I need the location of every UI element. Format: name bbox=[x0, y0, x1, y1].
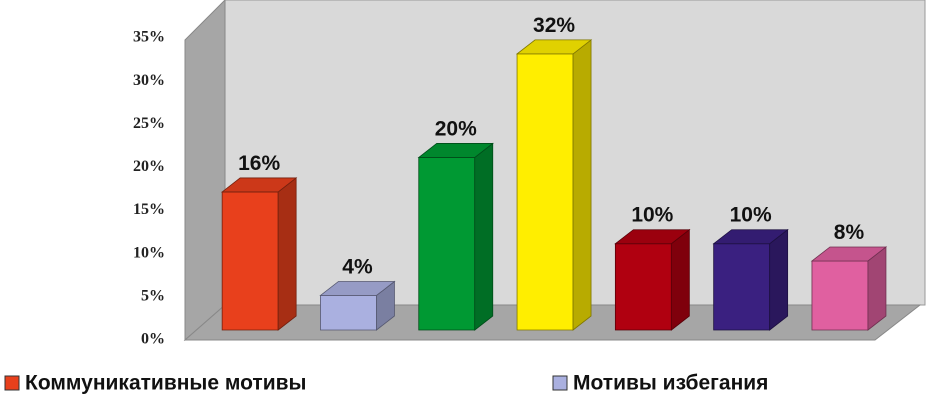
bar bbox=[614, 228, 691, 331]
bar-side bbox=[769, 228, 789, 331]
bar bbox=[810, 246, 888, 331]
bar-front bbox=[614, 243, 672, 331]
bar-side bbox=[670, 228, 690, 331]
bar-top bbox=[515, 39, 593, 55]
legend-label: Коммуникативные мотивы bbox=[25, 372, 306, 395]
bar bbox=[220, 177, 298, 331]
value-label: 16% bbox=[238, 152, 280, 175]
value-label: 20% bbox=[435, 117, 477, 140]
value-label: 4% bbox=[342, 255, 373, 278]
bar-front bbox=[713, 243, 771, 331]
bar bbox=[515, 39, 593, 331]
legend-label: Мотивы избегания bbox=[573, 372, 768, 395]
bar-front bbox=[811, 260, 869, 331]
y-tick-label: 35% bbox=[133, 29, 165, 46]
bar-front bbox=[221, 191, 279, 331]
bar bbox=[712, 228, 789, 331]
y-tick-label: 5% bbox=[141, 288, 165, 305]
bar-top bbox=[220, 177, 298, 193]
value-label: 8% bbox=[834, 221, 865, 244]
bar-top bbox=[614, 229, 691, 245]
legend-swatch bbox=[4, 375, 20, 391]
y-tick-label: 25% bbox=[133, 115, 165, 132]
y-tick-label: 20% bbox=[133, 158, 165, 175]
bar-side bbox=[277, 177, 297, 331]
value-label: 32% bbox=[533, 14, 575, 37]
value-label: 10% bbox=[631, 204, 673, 227]
bar-top bbox=[810, 246, 888, 262]
bar-side bbox=[572, 39, 592, 331]
bar-side bbox=[474, 142, 494, 331]
y-tick-label: 10% bbox=[133, 244, 165, 261]
legend-swatch bbox=[552, 375, 568, 391]
bar-front bbox=[320, 295, 377, 331]
y-tick-label: 0% bbox=[141, 331, 165, 348]
bar bbox=[319, 280, 396, 331]
bar-side bbox=[867, 246, 887, 331]
bar-front bbox=[418, 157, 476, 331]
bar-front bbox=[516, 53, 574, 331]
bar-top bbox=[712, 229, 789, 245]
side-wall bbox=[184, 0, 226, 342]
bar bbox=[417, 142, 494, 331]
bar-top bbox=[319, 281, 396, 296]
value-label: 10% bbox=[730, 204, 772, 227]
y-tick-label: 15% bbox=[133, 201, 165, 218]
y-tick-label: 30% bbox=[133, 72, 165, 89]
bar-top bbox=[417, 143, 494, 158]
